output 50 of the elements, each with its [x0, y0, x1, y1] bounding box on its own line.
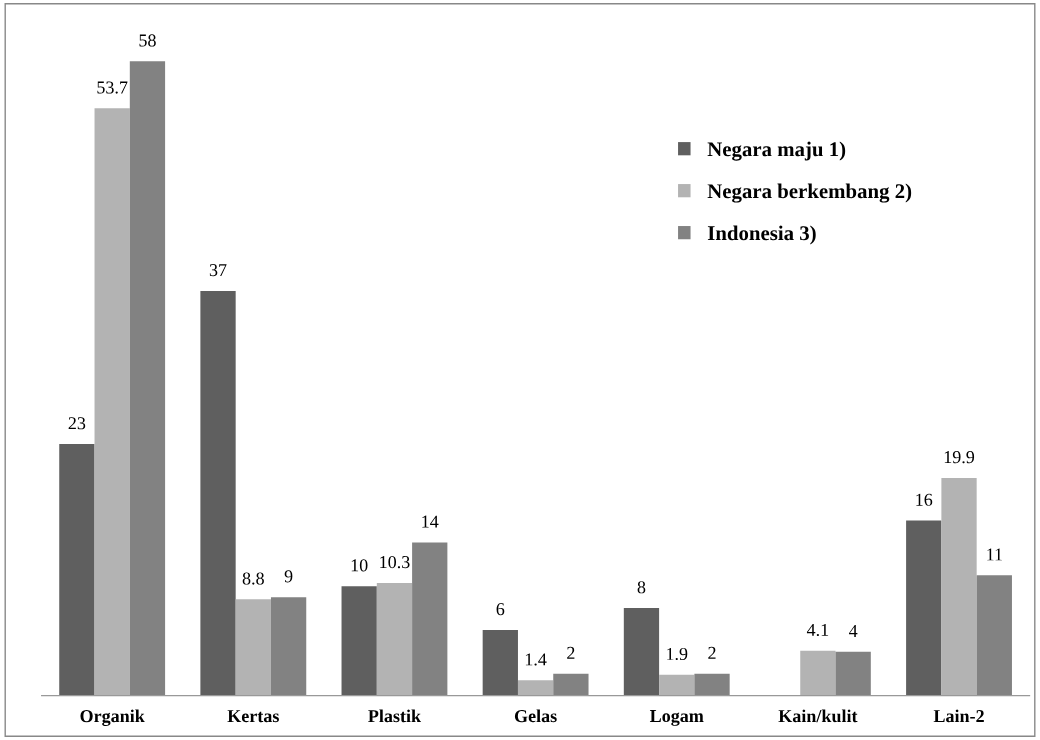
data-label: 2 [708, 646, 716, 659]
x-tick-label: Gelas [514, 709, 557, 723]
bar [270, 597, 307, 696]
data-label: 19.9 [944, 451, 975, 464]
bar [341, 586, 377, 696]
data-label: 37 [209, 264, 227, 277]
bar [941, 477, 977, 696]
bar [129, 61, 166, 696]
bar [906, 520, 942, 696]
legend-label: Negara berkembang 2) [707, 183, 912, 203]
data-label: 1.4 [525, 653, 547, 666]
data-label: 2 [567, 646, 575, 659]
x-tick-label: Organik [80, 709, 145, 726]
bar [94, 108, 130, 696]
data-label: 6 [496, 603, 505, 616]
data-label: 14 [422, 515, 439, 528]
bar [376, 582, 413, 696]
bar [623, 608, 660, 696]
data-label: 1.9 [667, 647, 688, 661]
bar [976, 575, 1012, 696]
data-label: 4 [849, 625, 858, 637]
data-label: 4.1 [806, 623, 829, 637]
bar [835, 651, 871, 696]
data-label: 58 [139, 34, 156, 47]
bar [200, 290, 236, 696]
bar [482, 629, 518, 696]
bar [659, 674, 695, 696]
data-label: 23 [68, 417, 86, 430]
data-label: 8 [637, 581, 646, 594]
data-label: 9 [284, 570, 293, 583]
bar [517, 680, 554, 696]
data-label: 53.7 [97, 81, 128, 94]
bar [235, 599, 271, 696]
data-label: 16 [916, 493, 933, 506]
bar [553, 673, 589, 696]
data-label: 10.3 [380, 556, 410, 569]
x-tick-label: Lain-2 [933, 709, 984, 723]
bar [59, 444, 95, 696]
x-tick-label: Kertas [227, 710, 279, 723]
legend-label: Indonesia 3) [707, 225, 816, 245]
data-label: 8.8 [242, 572, 264, 585]
data-label: 11 [987, 548, 1002, 561]
x-tick-label: Plastik [368, 709, 422, 723]
bar [800, 650, 836, 696]
x-tick-label: Kain/kulit [778, 709, 858, 723]
bar [412, 542, 448, 696]
data-label: 10 [351, 559, 368, 572]
bar [694, 673, 730, 696]
x-tick-label: Logam [649, 710, 704, 726]
legend-label: Negara maju 1) [707, 141, 846, 161]
